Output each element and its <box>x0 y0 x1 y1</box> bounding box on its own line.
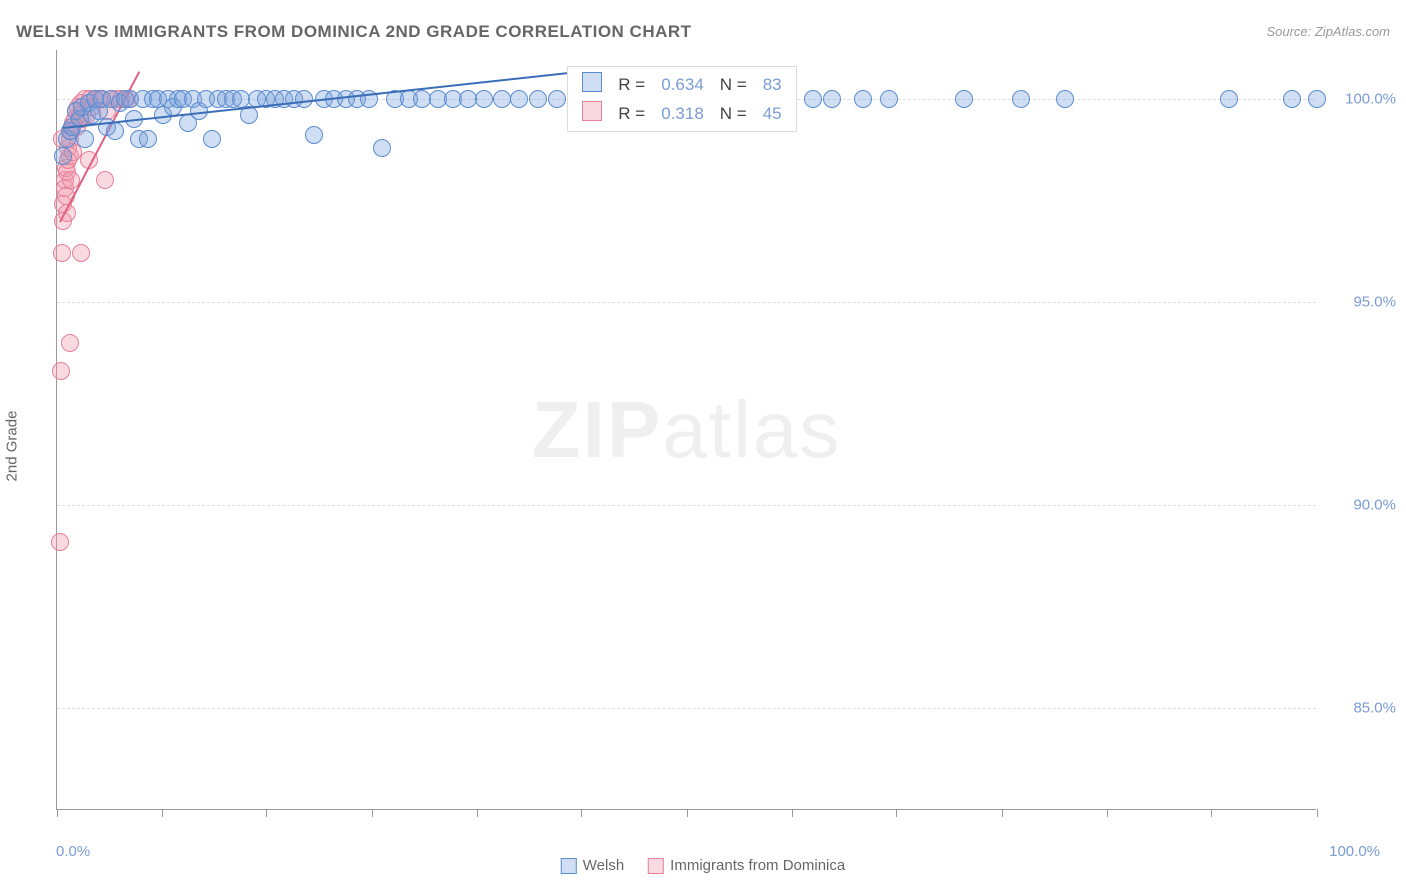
watermark-light: atlas <box>662 385 841 474</box>
gridline-h <box>57 302 1316 303</box>
r-label: R = <box>610 99 653 128</box>
n-value-welsh: 83 <box>755 70 790 99</box>
welsh-point <box>305 126 323 144</box>
legend-label-welsh: Welsh <box>583 857 624 874</box>
n-label: N = <box>712 70 755 99</box>
x-axis-max-label: 100.0% <box>1329 843 1380 860</box>
x-tick-mark <box>687 809 688 817</box>
welsh-point <box>295 90 313 108</box>
gridline-h <box>57 505 1316 506</box>
dominica-point <box>72 244 90 262</box>
r-label: R = <box>610 70 653 99</box>
r-value-welsh: 0.634 <box>653 70 712 99</box>
welsh-point <box>76 130 94 148</box>
x-tick-mark <box>162 809 163 817</box>
n-label: N = <box>712 99 755 128</box>
watermark: ZIPatlas <box>532 384 841 476</box>
welsh-point <box>955 90 973 108</box>
dominica-point <box>51 533 69 551</box>
dominica-point <box>52 362 70 380</box>
x-tick-mark <box>896 809 897 817</box>
legend-label-dominica: Immigrants from Dominica <box>670 857 845 874</box>
dominica-point <box>96 171 114 189</box>
gridline-h <box>57 708 1316 709</box>
welsh-point <box>139 130 157 148</box>
x-tick-mark <box>581 809 582 817</box>
x-tick-mark <box>1107 809 1108 817</box>
x-tick-mark <box>266 809 267 817</box>
welsh-point <box>854 90 872 108</box>
welsh-point <box>54 147 72 165</box>
x-tick-mark <box>477 809 478 817</box>
x-tick-mark <box>792 809 793 817</box>
dominica-point <box>61 334 79 352</box>
welsh-point <box>459 90 477 108</box>
welsh-point <box>804 90 822 108</box>
y-tick-label: 90.0% <box>1326 497 1396 514</box>
title-bar: WELSH VS IMMIGRANTS FROM DOMINICA 2ND GR… <box>16 22 1390 46</box>
welsh-point <box>823 90 841 108</box>
welsh-point <box>475 90 493 108</box>
watermark-bold: ZIP <box>532 385 662 474</box>
welsh-point <box>548 90 566 108</box>
x-tick-mark <box>372 809 373 817</box>
x-tick-mark <box>57 809 58 817</box>
plot-area: ZIPatlas 85.0%90.0%95.0%100.0%R = 0.634N… <box>56 50 1316 810</box>
welsh-point <box>493 90 511 108</box>
welsh-point <box>1056 90 1074 108</box>
welsh-point <box>373 139 391 157</box>
legend-item-dominica: Immigrants from Dominica <box>648 857 845 874</box>
welsh-point <box>1012 90 1030 108</box>
chart-title: WELSH VS IMMIGRANTS FROM DOMINICA 2ND GR… <box>16 22 692 41</box>
y-tick-label: 95.0% <box>1326 293 1396 310</box>
source-label: Source: ZipAtlas.com <box>1266 24 1390 39</box>
legend-swatch-welsh <box>561 858 577 874</box>
welsh-point <box>1220 90 1238 108</box>
legend-swatch-dominica <box>648 858 664 874</box>
y-tick-label: 85.0% <box>1326 700 1396 717</box>
welsh-point <box>529 90 547 108</box>
x-tick-mark <box>1317 809 1318 817</box>
welsh-point <box>1308 90 1326 108</box>
x-tick-mark <box>1211 809 1212 817</box>
welsh-point <box>510 90 528 108</box>
dominica-point <box>53 244 71 262</box>
legend-bottom: Welsh Immigrants from Dominica <box>561 857 845 874</box>
welsh-point <box>880 90 898 108</box>
y-axis-label: 2nd Grade <box>4 411 21 482</box>
stats-legend: R = 0.634N = 83 R = 0.318N = 45 <box>567 66 796 132</box>
welsh-point <box>1283 90 1301 108</box>
x-tick-mark <box>1002 809 1003 817</box>
x-axis-min-label: 0.0% <box>56 843 90 860</box>
chart-container: WELSH VS IMMIGRANTS FROM DOMINICA 2ND GR… <box>0 0 1406 892</box>
welsh-point <box>106 122 124 140</box>
y-tick-label: 100.0% <box>1326 90 1396 107</box>
n-value-dominica: 45 <box>755 99 790 128</box>
legend-item-welsh: Welsh <box>561 857 624 874</box>
r-value-dominica: 0.318 <box>653 99 712 128</box>
welsh-point <box>203 130 221 148</box>
